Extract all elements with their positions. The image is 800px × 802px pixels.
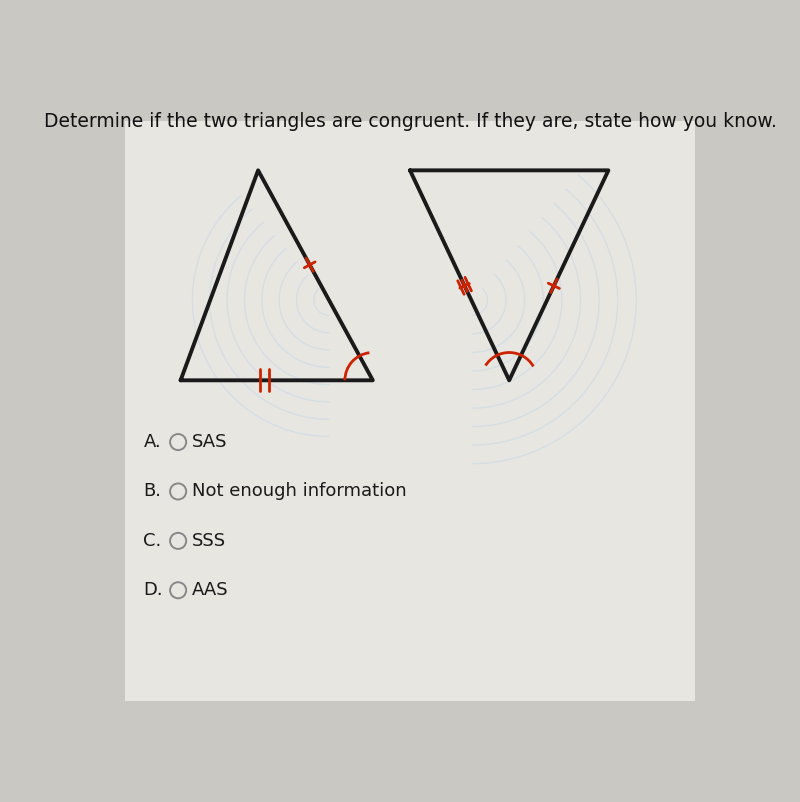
Text: C.: C. bbox=[143, 532, 162, 550]
Text: Not enough information: Not enough information bbox=[192, 483, 406, 500]
Text: Determine if the two triangles are congruent. If they are, state how you know.: Determine if the two triangles are congr… bbox=[43, 111, 777, 131]
Text: AAS: AAS bbox=[192, 581, 228, 599]
Text: D.: D. bbox=[143, 581, 163, 599]
Text: A.: A. bbox=[143, 433, 161, 451]
Text: SAS: SAS bbox=[192, 433, 227, 451]
Text: B.: B. bbox=[143, 483, 162, 500]
FancyBboxPatch shape bbox=[125, 121, 695, 702]
Text: SSS: SSS bbox=[192, 532, 226, 550]
